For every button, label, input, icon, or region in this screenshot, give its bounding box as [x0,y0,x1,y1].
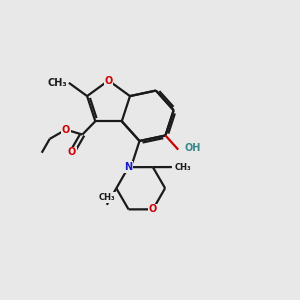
Text: O: O [68,147,76,158]
Text: O: O [149,204,157,214]
Text: OH: OH [184,143,200,153]
Text: O: O [104,76,113,85]
Text: O: O [62,124,70,135]
Text: CH₃: CH₃ [47,78,67,88]
Text: N: N [124,162,133,172]
Text: CH₃: CH₃ [175,163,191,172]
Text: CH₃: CH₃ [98,193,115,202]
